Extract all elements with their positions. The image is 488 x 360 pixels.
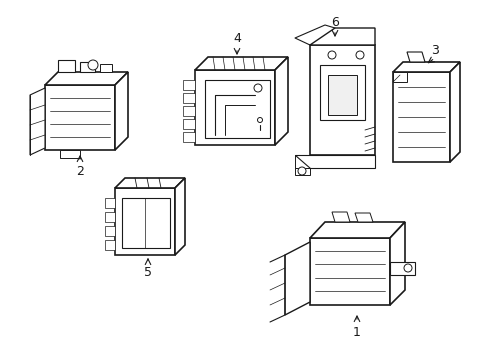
Polygon shape [294,155,374,168]
Polygon shape [105,240,115,250]
Circle shape [403,264,411,272]
Polygon shape [449,62,459,162]
Polygon shape [115,178,184,188]
Polygon shape [122,198,170,248]
Polygon shape [183,80,195,90]
Polygon shape [354,213,372,222]
Circle shape [327,51,335,59]
Polygon shape [309,45,374,155]
Polygon shape [309,28,374,45]
Polygon shape [389,262,414,275]
Polygon shape [183,106,195,116]
Polygon shape [389,222,404,305]
Polygon shape [406,52,424,62]
Circle shape [297,167,305,175]
Text: 2: 2 [76,166,84,179]
Polygon shape [274,57,287,145]
Circle shape [88,60,98,70]
Circle shape [257,117,262,122]
Text: 5: 5 [143,265,152,279]
Polygon shape [183,93,195,103]
Polygon shape [105,198,115,208]
Text: 6: 6 [330,15,338,28]
Polygon shape [392,72,406,82]
Circle shape [355,51,363,59]
Circle shape [253,84,262,92]
Polygon shape [195,57,287,70]
Polygon shape [80,62,95,72]
Polygon shape [115,72,128,150]
Polygon shape [105,226,115,236]
Polygon shape [204,80,269,138]
Polygon shape [392,62,459,72]
Polygon shape [115,188,175,255]
Polygon shape [294,168,309,175]
Polygon shape [105,212,115,222]
Text: 3: 3 [430,44,438,57]
Polygon shape [319,65,364,120]
Polygon shape [100,64,112,72]
Polygon shape [327,75,356,115]
Polygon shape [309,222,404,238]
Polygon shape [392,72,449,162]
Polygon shape [331,212,349,222]
Polygon shape [309,238,389,305]
Text: 1: 1 [352,325,360,338]
Polygon shape [285,242,309,315]
Polygon shape [60,150,80,158]
Polygon shape [45,85,115,150]
Text: 4: 4 [233,31,241,45]
Polygon shape [183,132,195,142]
Polygon shape [58,60,75,72]
Polygon shape [183,119,195,129]
Polygon shape [195,70,274,145]
Polygon shape [175,178,184,255]
Polygon shape [45,72,128,85]
Polygon shape [30,88,45,155]
